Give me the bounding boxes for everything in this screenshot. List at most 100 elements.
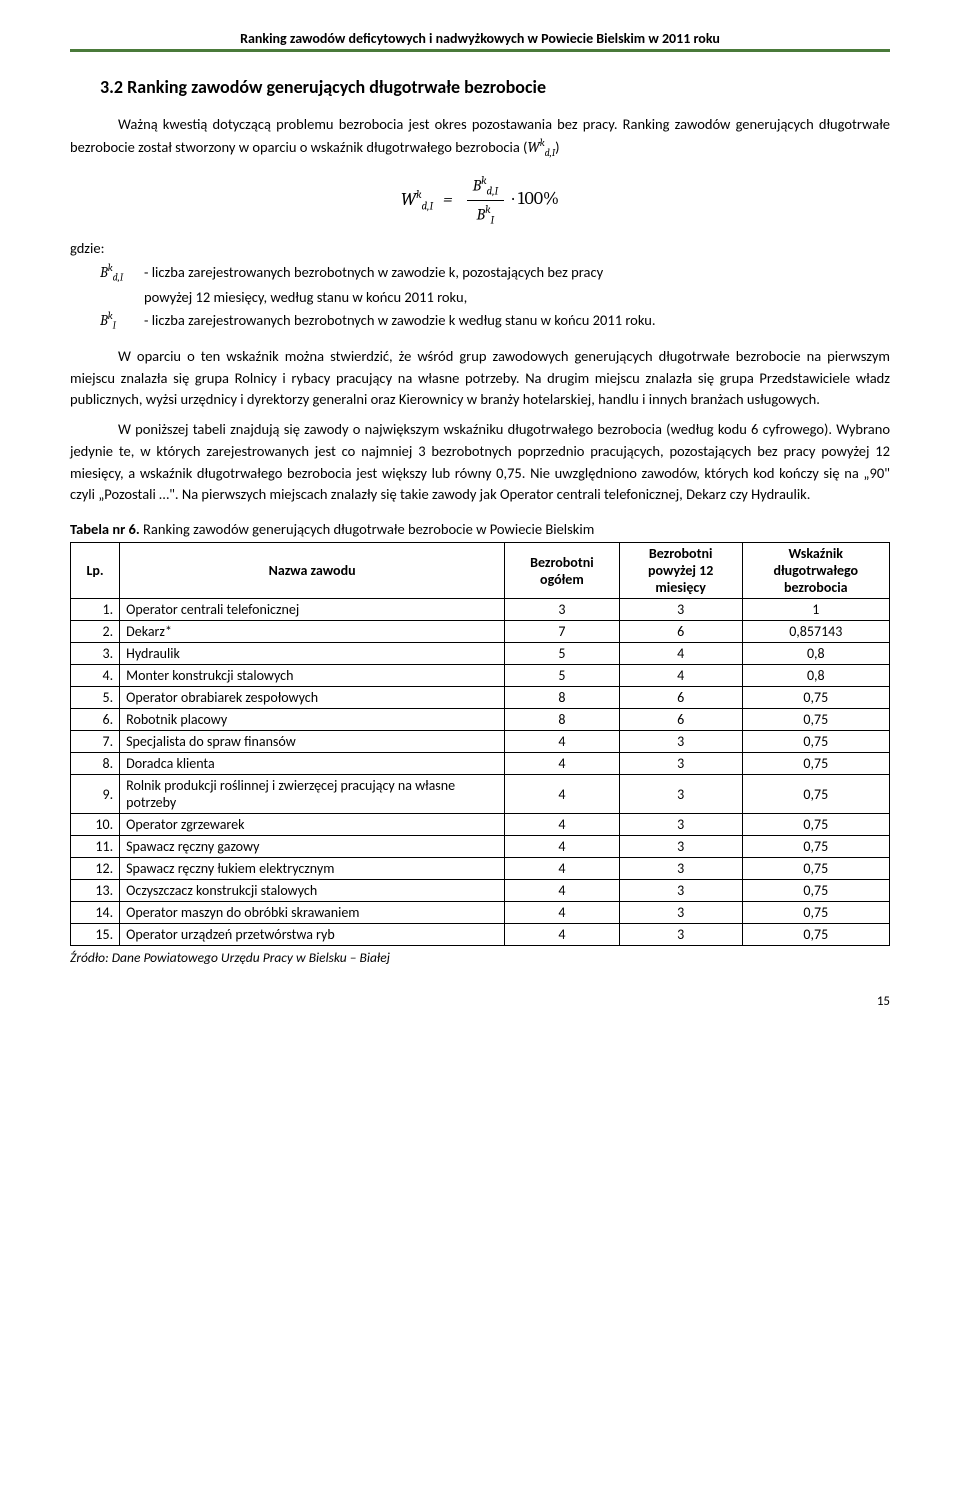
table-caption-rest: Ranking zawodów generujących długotrwałe… (140, 520, 595, 538)
table-cell: 13. (71, 880, 120, 902)
table-cell: 0,75 (742, 775, 889, 814)
formula-lhs: Wkd,I (401, 189, 437, 210)
table-cell: 3 (619, 880, 742, 902)
table-cell: 8. (71, 753, 120, 775)
table-cell: 0,75 (742, 924, 889, 946)
table-row: 3.Hydraulik540,8 (71, 643, 890, 665)
table-cell: 0,857143 (742, 621, 889, 643)
table-cell: Oczyszczacz konstrukcji stalowych (120, 880, 505, 902)
def1-text: - liczba zarejestrowanych bezrobotnych w… (144, 261, 890, 286)
table-cell: 0,8 (742, 665, 889, 687)
table-cell: 4 (505, 858, 620, 880)
table-cell: 3 (619, 814, 742, 836)
table-cell: 4 (505, 836, 620, 858)
table-cell: 0,75 (742, 687, 889, 709)
table-cell: 1 (742, 599, 889, 621)
table-cell: Doradca klienta (120, 753, 505, 775)
header-rule: Ranking zawodów deficytowych i nadwyżkow… (70, 30, 890, 52)
table-cell: 8 (505, 687, 620, 709)
th-name: Nazwa zawodu (120, 543, 505, 599)
table-cell: 3 (505, 599, 620, 621)
para1-text-a: Ważną kwestią dotyczącą problemu bezrobo… (70, 115, 890, 156)
table-cell: 3 (619, 753, 742, 775)
table-cell: 0,75 (742, 753, 889, 775)
table-cell: 4 (505, 731, 620, 753)
definitions: gdzie: Bkd,I - liczba zarejestrowanych b… (70, 237, 890, 334)
table-cell: Dekarz* (120, 621, 505, 643)
table-row: 15.Operator urządzeń przetwórstwa ryb430… (71, 924, 890, 946)
table-cell: 0,75 (742, 836, 889, 858)
table-row: 7.Specjalista do spraw finansów430,75 (71, 731, 890, 753)
table-cell: 3 (619, 836, 742, 858)
th-idx: Wskaźnik długotrwałego bezrobocia (742, 543, 889, 599)
paragraph-3: W poniższej tabeli znajdują się zawody o… (70, 419, 890, 506)
paragraph-2: W oparciu o ten wskaźnik można stwierdzi… (70, 346, 890, 411)
table-cell: 8 (505, 709, 620, 731)
table-cell: 4 (505, 814, 620, 836)
table-header-row: Lp. Nazwa zawodu Bezrobotni ogółem Bezro… (71, 543, 890, 599)
table-cell: 6. (71, 709, 120, 731)
def2-text: - liczba zarejestrowanych bezrobotnych w… (144, 309, 890, 334)
para1-text-b: ) (555, 138, 559, 156)
table-row: 10.Operator zgrzewarek430,75 (71, 814, 890, 836)
table-cell: 7 (505, 621, 620, 643)
table-cell: Operator maszyn do obróbki skrawaniem (120, 902, 505, 924)
inline-symbol-W: Wkd,I (527, 139, 555, 156)
table-cell: 14. (71, 902, 120, 924)
table-row: 6.Robotnik placowy860,75 (71, 709, 890, 731)
paragraph-1: Ważną kwestią dotyczącą problemu bezrobo… (70, 114, 890, 160)
table-cell: 4 (505, 902, 620, 924)
table-row: 13.Oczyszczacz konstrukcji stalowych430,… (71, 880, 890, 902)
table-cell: 11. (71, 836, 120, 858)
th-over12: Bezrobotni powyżej 12 miesięcy (619, 543, 742, 599)
table-cell: Rolnik produkcji roślinnej i zwierzęcej … (120, 775, 505, 814)
table-cell: Specjalista do spraw finansów (120, 731, 505, 753)
table-cell: 3 (619, 858, 742, 880)
table-cell: 3 (619, 599, 742, 621)
table-cell: 7. (71, 731, 120, 753)
table-cell: Operator zgrzewarek (120, 814, 505, 836)
table-cell: 3 (619, 924, 742, 946)
table-cell: 0,75 (742, 902, 889, 924)
table-cell: Operator urządzeń przetwórstwa ryb (120, 924, 505, 946)
table-row: 9.Rolnik produkcji roślinnej i zwierzęce… (71, 775, 890, 814)
table-cell: 5 (505, 665, 620, 687)
table-cell: 0,75 (742, 709, 889, 731)
data-table: Lp. Nazwa zawodu Bezrobotni ogółem Bezro… (70, 542, 890, 946)
table-cell: Spawacz ręczny łukiem elektrycznym (120, 858, 505, 880)
table-cell: 4. (71, 665, 120, 687)
table-body: 1.Operator centrali telefonicznej3312.De… (71, 599, 890, 946)
table-cell: 1. (71, 599, 120, 621)
table-cell: 5. (71, 687, 120, 709)
defs-gdzie: gdzie: (70, 237, 890, 259)
table-cell: 6 (619, 687, 742, 709)
formula-eq: = (443, 189, 453, 210)
table-row: 4.Monter konstrukcji stalowych540,8 (71, 665, 890, 687)
table-row: 1.Operator centrali telefonicznej331 (71, 599, 890, 621)
table-cell: Spawacz ręczny gazowy (120, 836, 505, 858)
formula-den: BkI (467, 201, 505, 227)
table-row: 11.Spawacz ręczny gazowy430,75 (71, 836, 890, 858)
table-cell: 0,75 (742, 731, 889, 753)
table-cell: 6 (619, 709, 742, 731)
table-row: 8.Doradca klienta430,75 (71, 753, 890, 775)
formula-num: Bkd,I (467, 174, 505, 201)
header-title: Ranking zawodów deficytowych i nadwyżkow… (70, 30, 890, 47)
table-cell: 3 (619, 902, 742, 924)
table-cell: 4 (505, 924, 620, 946)
table-row: 12.Spawacz ręczny łukiem elektrycznym430… (71, 858, 890, 880)
table-cell: 3. (71, 643, 120, 665)
table-cell: Monter konstrukcji stalowych (120, 665, 505, 687)
def1-cont: powyżej 12 miesięcy, według stanu w końc… (144, 286, 890, 308)
table-cell: 4 (619, 665, 742, 687)
table-cell: 5 (505, 643, 620, 665)
table-cell: Operator obrabiarek zespołowych (120, 687, 505, 709)
table-cell: 4 (505, 753, 620, 775)
table-cell: 4 (619, 643, 742, 665)
table-caption-bold: Tabela nr 6. (70, 520, 140, 538)
table-cell: Hydraulik (120, 643, 505, 665)
table-cell: 3 (619, 775, 742, 814)
table-cell: 4 (505, 880, 620, 902)
table-row: 14.Operator maszyn do obróbki skrawaniem… (71, 902, 890, 924)
page-number: 15 (70, 994, 890, 1009)
